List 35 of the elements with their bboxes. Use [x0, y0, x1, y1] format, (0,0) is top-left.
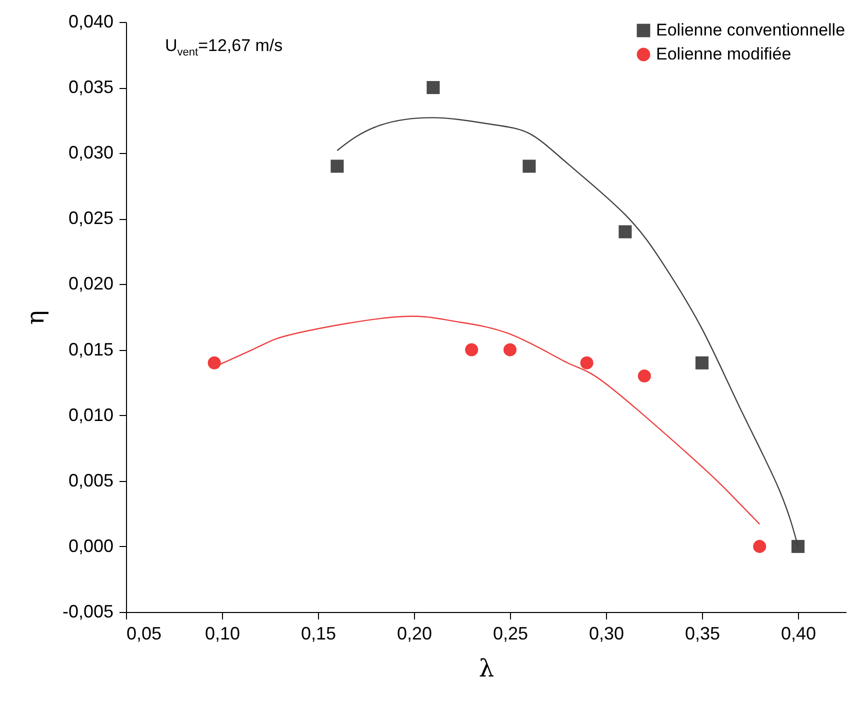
point [503, 343, 517, 356]
y-tick-label: 0,000 [68, 536, 114, 556]
x-axis-title: λ [478, 654, 494, 682]
point [580, 356, 594, 370]
y-tick-label: 0,035 [68, 77, 114, 98]
y-tick-label: 0,025 [68, 208, 114, 228]
point [638, 369, 651, 383]
x-tick-label: 0,40 [780, 624, 816, 644]
point [618, 225, 632, 238]
y-tick-label: 0,015 [68, 339, 114, 360]
legend-label: Eolienne modifiée [656, 44, 792, 64]
x-tick-label: 0,15 [300, 624, 336, 644]
point [522, 160, 536, 173]
point [465, 343, 478, 356]
y-tick-label: 0,040 [68, 12, 114, 32]
y-axis-title: η [21, 310, 50, 325]
y-tick-label: 0,030 [68, 142, 114, 163]
point [330, 160, 344, 173]
point [753, 540, 766, 553]
y-tick-label: 0,020 [68, 274, 114, 294]
point [426, 81, 440, 94]
x-tick-label: 0,30 [588, 624, 624, 644]
x-tick-label: 0,25 [492, 624, 528, 644]
y-tick-label: 0,005 [68, 470, 114, 490]
point [791, 540, 805, 553]
point [695, 356, 709, 370]
annotation: U$_{vent}$=12,67 m/s [165, 36, 283, 58]
x-tick-label: 0,35 [684, 624, 720, 644]
y-tick-label: 0,010 [68, 404, 114, 425]
x-tick-label: 0,05 [126, 624, 162, 644]
x-tick-label: 0,10 [204, 624, 240, 644]
x-tick-label: 0,20 [396, 624, 432, 644]
point [208, 356, 221, 370]
y-tick-label: -0,005 [62, 602, 114, 622]
legend-label: Eolienne conventionnelle [656, 20, 846, 40]
